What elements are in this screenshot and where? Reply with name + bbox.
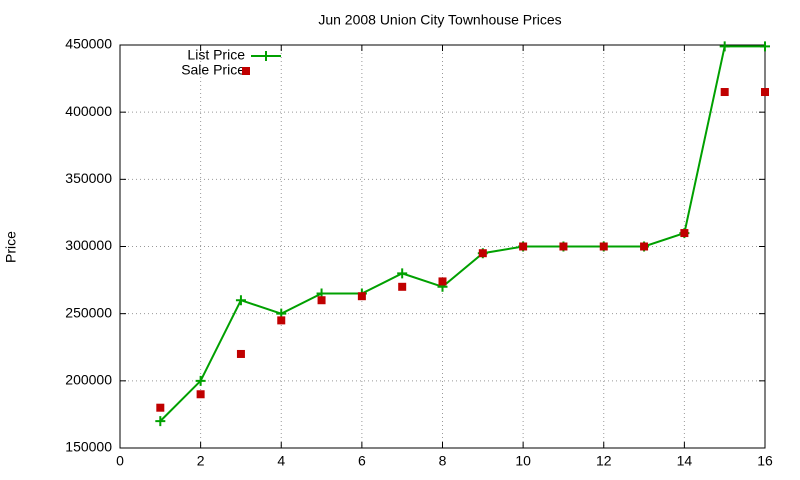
- data-point: [640, 242, 649, 251]
- x-tick-label: 14: [677, 453, 693, 469]
- x-tick-label: 10: [515, 453, 531, 469]
- data-point: [156, 403, 165, 412]
- x-tick-label: 12: [596, 453, 612, 469]
- y-tick-label: 250000: [65, 304, 112, 320]
- x-tick-label: 2: [197, 453, 205, 469]
- x-tick-label: 8: [439, 453, 447, 469]
- x-tick-label: 4: [277, 453, 285, 469]
- legend-label: Sale Price: [181, 62, 245, 78]
- y-tick-label: 300000: [65, 237, 112, 253]
- series-line: [159, 45, 765, 422]
- y-tick-label: 450000: [65, 36, 112, 52]
- data-point: [196, 390, 205, 399]
- y-tick-label: 350000: [65, 170, 112, 186]
- data-point: [155, 416, 166, 427]
- legend-label: List Price: [187, 47, 245, 63]
- plot-border: [119, 44, 766, 449]
- y-tick-label: 400000: [65, 103, 112, 119]
- legend-marker: [261, 51, 271, 61]
- data-point: [720, 88, 729, 97]
- data-point: [760, 41, 770, 52]
- data-point: [519, 242, 528, 251]
- chart-title: Jun 2008 Union City Townhouse Prices: [318, 12, 561, 28]
- data-point: [397, 268, 408, 279]
- data-point: [719, 41, 730, 52]
- data-point: [680, 229, 689, 238]
- data-point: [195, 375, 206, 386]
- legend-marker: [242, 67, 250, 75]
- x-tick-label: 6: [358, 453, 366, 469]
- data-point: [236, 349, 245, 358]
- data-point: [357, 292, 366, 301]
- data-point: [317, 296, 326, 305]
- y-tick-label: 150000: [65, 439, 112, 455]
- data-point: [599, 242, 608, 251]
- data-point: [559, 242, 568, 251]
- data-point: [761, 88, 769, 97]
- data-point: [438, 277, 447, 286]
- data-point: [398, 282, 407, 291]
- data-point: [478, 249, 487, 258]
- y-tick-label: 200000: [65, 372, 112, 388]
- x-tick-label: 16: [757, 453, 773, 469]
- x-tick-label: 0: [116, 453, 124, 469]
- data-point: [277, 316, 286, 325]
- y-axis-label: Price: [3, 231, 19, 263]
- data-point: [235, 295, 246, 306]
